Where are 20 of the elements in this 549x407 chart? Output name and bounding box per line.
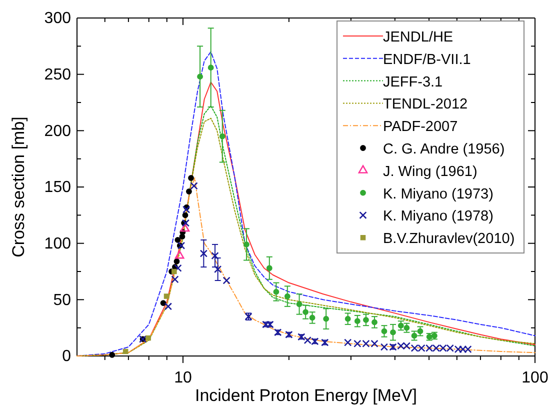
legend-label: JENDL/HE <box>383 30 454 46</box>
legend-label: K. Miyano (1978) <box>383 208 494 225</box>
legend-label: B.V.Zhuravlev(2010) <box>383 231 515 248</box>
x-axis-title: Incident Proton Energy [MeV] <box>194 386 418 405</box>
y-axis-title: Cross section [mb] <box>9 116 28 258</box>
legend-label: C. G. Andre (1956) <box>383 142 505 158</box>
legend-label: JEFF-3.1 <box>383 74 443 90</box>
legend-label: K. Miyano (1973) <box>383 186 494 202</box>
y-tick-label: 150 <box>44 179 72 196</box>
y-tick-label: 250 <box>44 66 72 84</box>
x-tick-label: 10 <box>174 370 192 387</box>
y-tick-label: 200 <box>44 122 72 140</box>
legend-label: ENDF/B-VII.1 <box>383 52 471 68</box>
y-tick-label: 50 <box>53 292 72 309</box>
legend-label: PADF-2007 <box>383 119 458 136</box>
legend-label: J. Wing (1961) <box>383 164 478 180</box>
y-tick-label: 300 <box>44 10 72 28</box>
legend-label: TENDL-2012 <box>383 96 468 113</box>
y-tick-label: 0 <box>62 348 72 366</box>
y-tick-label: 100 <box>44 235 72 252</box>
